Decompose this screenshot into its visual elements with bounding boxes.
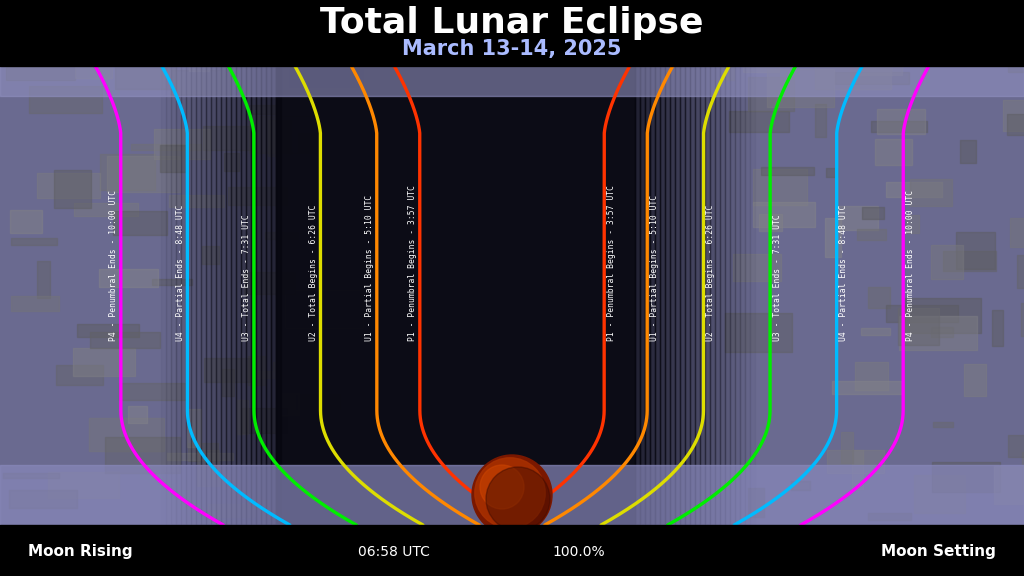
Text: 06:58 UTC: 06:58 UTC xyxy=(358,544,430,559)
Text: Moon Rising: Moon Rising xyxy=(28,544,133,559)
Text: U3 - Total Ends - 7:31 UTC: U3 - Total Ends - 7:31 UTC xyxy=(772,215,781,342)
Text: Total Lunar Eclipse: Total Lunar Eclipse xyxy=(321,6,703,40)
Circle shape xyxy=(472,455,552,535)
Text: P1 - Penumbral Begins - 3:57 UTC: P1 - Penumbral Begins - 3:57 UTC xyxy=(409,185,418,342)
Text: March 13-14, 2025: March 13-14, 2025 xyxy=(402,40,622,59)
Text: P4 - Penumbral Ends - 10:00 UTC: P4 - Penumbral Ends - 10:00 UTC xyxy=(905,190,914,342)
Text: P4 - Penumbral Ends - 10:00 UTC: P4 - Penumbral Ends - 10:00 UTC xyxy=(110,190,119,342)
Text: U2 - Total Begins - 6:26 UTC: U2 - Total Begins - 6:26 UTC xyxy=(706,205,715,342)
Circle shape xyxy=(475,458,545,528)
Text: U4 - Partial Ends - 8:48 UTC: U4 - Partial Ends - 8:48 UTC xyxy=(839,205,848,342)
Text: U1 - Partial Begins - 5:10 UTC: U1 - Partial Begins - 5:10 UTC xyxy=(366,195,375,342)
Circle shape xyxy=(486,467,550,531)
Text: P1 - Penumbral Begins - 3:57 UTC: P1 - Penumbral Begins - 3:57 UTC xyxy=(606,185,615,342)
Text: U2 - Total Begins - 6:26 UTC: U2 - Total Begins - 6:26 UTC xyxy=(309,205,318,342)
Text: 100.0%: 100.0% xyxy=(552,544,605,559)
Text: U3 - Total Ends - 7:31 UTC: U3 - Total Ends - 7:31 UTC xyxy=(243,215,252,342)
Text: U4 - Partial Ends - 8:48 UTC: U4 - Partial Ends - 8:48 UTC xyxy=(176,205,185,342)
Text: Moon Setting: Moon Setting xyxy=(881,544,996,559)
Text: U1 - Partial Begins - 5:10 UTC: U1 - Partial Begins - 5:10 UTC xyxy=(649,195,658,342)
Circle shape xyxy=(480,465,524,509)
